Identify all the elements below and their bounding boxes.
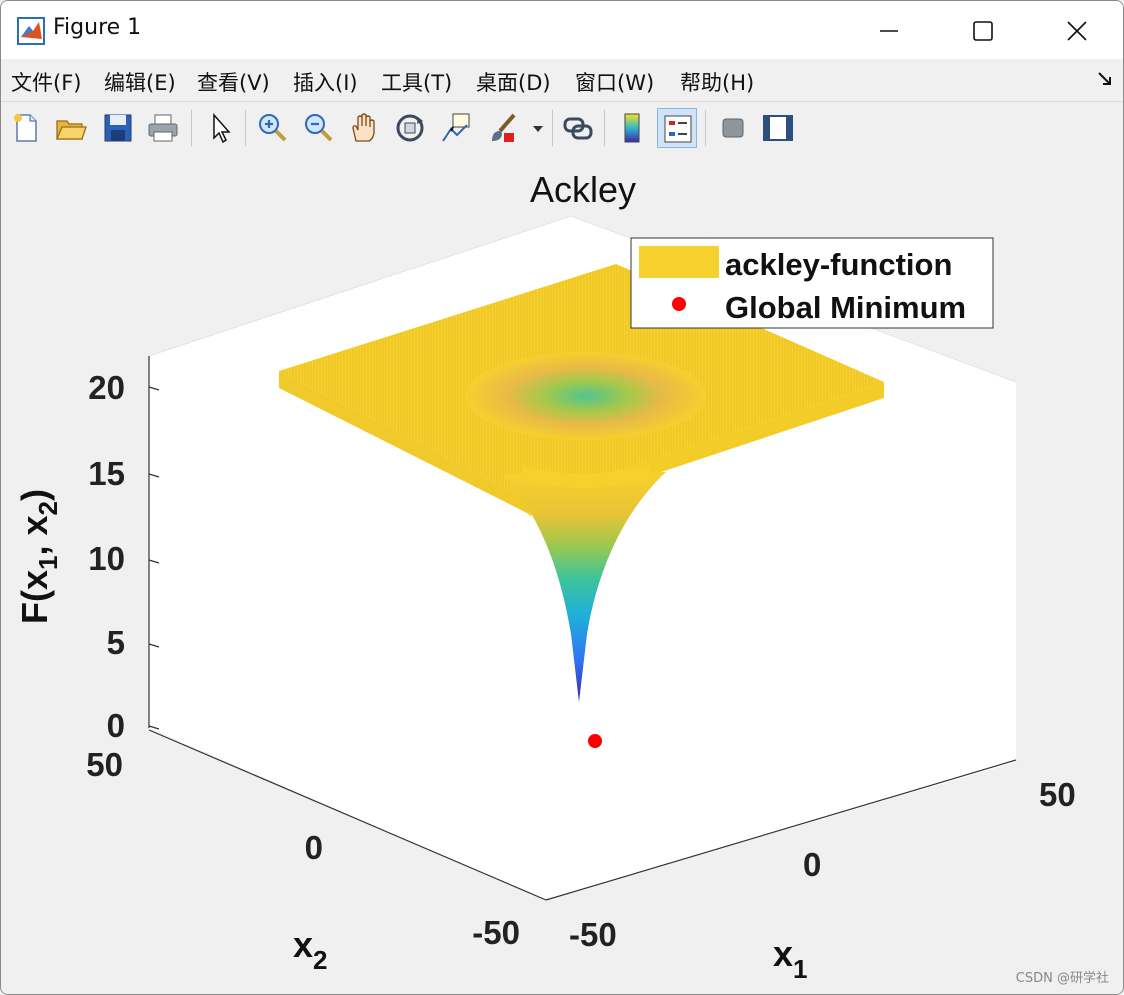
brush-dropdown-button[interactable]	[529, 108, 547, 148]
data-cursor-button[interactable]	[436, 108, 476, 148]
legend-icon	[664, 115, 692, 143]
menu-file[interactable]: 文件(F)	[11, 71, 82, 95]
x2-axis-label: x2	[293, 924, 328, 975]
new-figure-icon	[14, 114, 37, 142]
x2-tick-label: 50	[86, 746, 123, 783]
maximize-icon	[973, 21, 993, 41]
pan-icon	[352, 113, 375, 142]
open-file-button[interactable]	[51, 108, 91, 148]
surface-funnel	[501, 472, 666, 702]
new-figure-button[interactable]	[6, 108, 46, 148]
z-tick-marks	[148, 386, 160, 730]
hide-plot-tools-button[interactable]	[713, 108, 753, 148]
pointer-icon	[213, 113, 231, 144]
menu-tools[interactable]: 工具(T)	[381, 71, 453, 95]
zoom-out-button[interactable]	[298, 108, 338, 148]
z-tick-labels: 20 15 10 5 0	[88, 369, 125, 744]
z-tick-label: 10	[88, 540, 125, 577]
x1-tick-labels: -50 0 50	[569, 776, 1076, 953]
x2-axis-line	[148, 729, 547, 901]
colorbar-button[interactable]	[612, 108, 652, 148]
z-tick-label: 20	[88, 369, 125, 406]
window-title: Figure 1	[53, 15, 142, 40]
minimize-button[interactable]	[859, 9, 919, 53]
chart-title: Ackley	[530, 169, 636, 210]
save-icon	[104, 114, 132, 142]
menu-bar: 文件(F) 编辑(E) 查看(V) 插入(I) 工具(T) 桌面(D) 窗口(W…	[1, 59, 1123, 101]
legend-minimum-swatch	[672, 297, 686, 311]
menu-help[interactable]: 帮助(H)	[680, 71, 755, 95]
menu-view[interactable]: 查看(V)	[197, 71, 270, 95]
rotate-3d-icon	[396, 114, 424, 142]
zoom-out-icon	[305, 114, 333, 142]
colorbar-icon	[624, 113, 640, 143]
legend-entry-surface: ackley-function	[725, 247, 952, 282]
toolbar-separator	[604, 110, 605, 146]
dock-figure-icon[interactable]	[1095, 69, 1115, 89]
z-axis-label: F(x1, x2)	[14, 489, 63, 624]
legend-entry-minimum: Global Minimum	[725, 290, 966, 325]
legend-button[interactable]	[657, 108, 697, 148]
pointer-button[interactable]	[201, 108, 241, 148]
toolbar-separator	[245, 110, 246, 146]
matlab-app-icon	[17, 17, 45, 45]
link-plot-icon	[563, 117, 593, 140]
z-tick-label: 0	[107, 707, 125, 744]
legend[interactable]: ackley-function Global Minimum	[630, 237, 994, 329]
surface-funnel-rim	[518, 463, 654, 488]
x1-axis-label: x1	[773, 933, 808, 984]
toolbar-separator	[705, 110, 706, 146]
menu-insert[interactable]: 插入(I)	[293, 71, 358, 95]
link-plot-button[interactable]	[558, 108, 598, 148]
show-plot-tools-button[interactable]	[758, 108, 798, 148]
ackley-plot[interactable]: Ackley 20 15 10 5 0 50 0 -50 -50 0 50	[1, 154, 1123, 994]
menu-window[interactable]: 窗口(W)	[575, 71, 655, 95]
close-icon	[1067, 21, 1087, 41]
z-tick-label: 15	[88, 455, 125, 492]
menu-edit[interactable]: 编辑(E)	[104, 71, 176, 95]
figure-canvas[interactable]: Ackley 20 15 10 5 0 50 0 -50 -50 0 50	[1, 154, 1123, 994]
brush-dropdown-icon	[533, 126, 543, 132]
pan-button[interactable]	[344, 108, 384, 148]
rotate-3d-button[interactable]	[390, 108, 430, 148]
maximize-button[interactable]	[953, 9, 1013, 53]
zoom-in-button[interactable]	[252, 108, 292, 148]
x2-tick-label: -50	[472, 914, 520, 951]
hide-plot-tools-icon	[722, 118, 744, 138]
zoom-in-icon	[259, 114, 287, 142]
title-bar: Figure 1	[1, 1, 1123, 59]
global-minimum-marker[interactable]	[588, 734, 602, 748]
print-button[interactable]	[143, 108, 183, 148]
x2-tick-labels: 50 0 -50	[86, 746, 520, 951]
x1-tick-label: 0	[803, 846, 821, 883]
brush-button[interactable]	[483, 108, 523, 148]
x1-tick-label: -50	[569, 916, 617, 953]
show-plot-tools-icon	[763, 115, 793, 141]
minimize-icon	[880, 30, 898, 32]
close-button[interactable]	[1047, 9, 1107, 53]
legend-surface-swatch	[639, 246, 719, 278]
z-tick-label: 5	[107, 624, 125, 661]
x1-tick-label: 50	[1039, 776, 1076, 813]
menu-desktop[interactable]: 桌面(D)	[476, 71, 551, 95]
watermark: CSDN @研学社	[1015, 971, 1109, 986]
surface-front-left-edge	[279, 371, 529, 514]
toolbar-separator	[552, 110, 553, 146]
data-cursor-icon	[442, 113, 470, 142]
brush-icon	[492, 113, 516, 142]
toolbar-separator	[191, 110, 192, 146]
x2-tick-label: 0	[305, 829, 323, 866]
surface-bowl	[466, 352, 706, 440]
save-button[interactable]	[98, 108, 138, 148]
print-icon	[148, 114, 178, 142]
figure-toolbar	[1, 101, 1123, 155]
open-file-icon	[56, 120, 87, 140]
x1-axis-line	[545, 759, 1017, 901]
